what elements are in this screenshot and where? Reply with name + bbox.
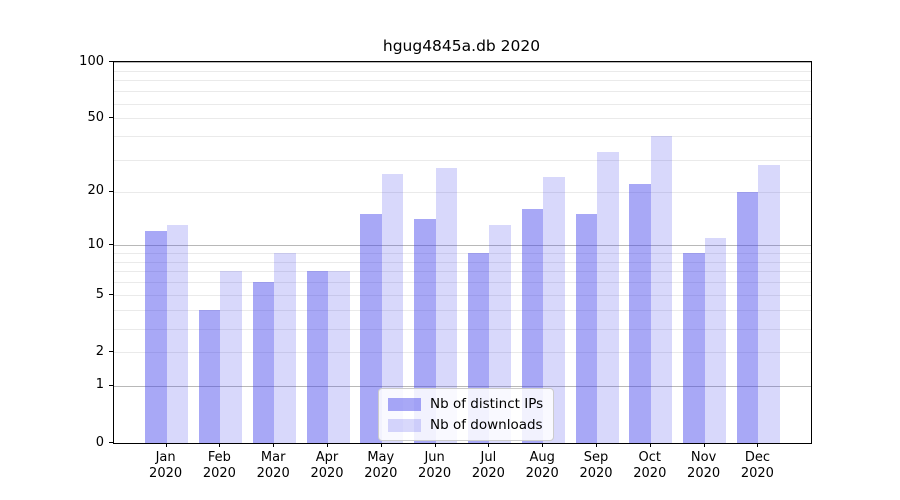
y-tick-label: 100 [79,53,104,69]
gridline-minor [114,136,811,138]
gridline-minor [114,118,811,120]
bar-distinct-ips-apr [306,271,328,443]
x-tick-mark [219,443,220,447]
y-tick-mark [109,244,113,245]
y-tick-mark [109,294,113,295]
gridline-minor [114,282,811,284]
gridline-minor [114,295,811,297]
bar-downloads-dec [758,165,780,443]
y-tick-mark [109,61,113,62]
y-tick-label: 10 [87,236,104,252]
x-tick-mark [435,443,436,447]
bar-distinct-ips-nov [683,252,705,443]
x-tick-label-may: May 2020 [364,450,398,481]
x-tick-label-mar: Mar 2020 [256,450,290,481]
y-tick-mark [109,117,113,118]
gridline-minor [114,91,811,93]
gridline-minor [114,328,811,330]
plot-area: Nb of distinct IPs Nb of downloads [113,61,812,444]
y-tick-label: 1 [95,377,104,393]
bar-distinct-ips-oct [629,184,651,443]
y-tick-label: 2 [95,343,104,359]
bar-distinct-ips-feb [198,310,221,443]
x-tick-label-feb: Feb 2020 [202,450,236,481]
bar-downloads-may [381,174,404,443]
x-tick-mark [704,443,705,447]
gridline-major [114,62,811,63]
gridline-minor [114,191,811,193]
gridline-minor [114,252,811,254]
gridline-minor [114,80,811,82]
x-tick-label-apr: Apr 2020 [310,450,344,481]
bar-downloads-mar [274,252,296,443]
bar-downloads-nov [704,237,727,443]
bar-distinct-ips-jan [145,231,167,443]
x-tick-mark [542,443,543,447]
bar-downloads-sep [597,151,619,443]
bar-distinct-ips-dec [736,191,759,443]
bar-distinct-ips-jun [414,219,436,443]
legend: Nb of distinct IPs Nb of downloads [378,388,555,441]
y-tick-label: 50 [87,109,104,125]
bar-distinct-ips-mar [252,282,275,443]
x-tick-label-jan: Jan 2020 [149,450,183,481]
x-tick-label-oct: Oct 2020 [633,450,667,481]
x-tick-mark [488,443,489,447]
legend-item-downloads: Nb of downloads [388,417,543,433]
x-tick-mark [596,443,597,447]
x-tick-label-dec: Dec 2020 [740,450,774,481]
bar-downloads-jun [435,167,458,443]
x-tick-label-jul: Jul 2020 [471,450,505,481]
gridline-major [114,245,811,247]
gridline-minor [114,70,811,72]
x-tick-label-sep: Sep 2020 [579,450,613,481]
x-tick-mark [166,443,167,447]
bar-downloads-jan [166,225,189,443]
bar-downloads-feb [220,271,242,443]
gridline-minor [114,159,811,161]
y-tick-mark [109,351,113,352]
legend-swatch-distinct-ips [388,397,421,411]
legend-item-distinct-ips: Nb of distinct IPs [388,396,543,412]
x-tick-mark [327,443,328,447]
y-tick-mark [109,385,113,386]
gridline-minor [114,352,811,354]
gridline-minor [114,271,811,273]
y-tick-mark [109,191,113,192]
x-tick-mark [273,443,274,447]
gridline-minor [114,310,811,312]
y-tick-label: 20 [87,183,104,199]
gridline-minor [114,103,811,105]
x-tick-mark [650,443,651,447]
bar-downloads-aug [543,177,565,443]
legend-label-downloads: Nb of downloads [430,417,543,433]
bar-downloads-oct [650,136,673,443]
y-tick-mark [109,442,113,443]
gridline-minor [114,261,811,263]
x-tick-label-jun: Jun 2020 [418,450,452,481]
x-tick-label-nov: Nov 2020 [687,450,721,481]
bar-distinct-ips-sep [575,214,597,443]
bar-downloads-apr [328,271,350,443]
x-tick-mark [757,443,758,447]
y-tick-label: 5 [95,286,104,302]
x-tick-label-aug: Aug 2020 [525,450,559,481]
legend-label-distinct-ips: Nb of distinct IPs [430,396,544,412]
legend-swatch-downloads [388,418,421,432]
bar-distinct-ips-aug [521,209,544,443]
gridline-major [114,385,811,387]
bar-distinct-ips-may [360,214,382,443]
x-tick-mark [381,443,382,447]
y-tick-label: 0 [95,434,104,450]
chart-title: hgug4845a.db 2020 [382,37,541,55]
